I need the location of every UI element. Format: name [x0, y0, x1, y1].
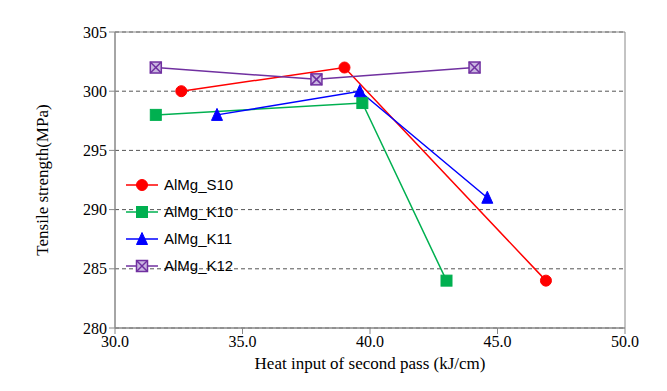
svg-text:300: 300	[83, 83, 107, 100]
svg-text:50.0: 50.0	[611, 333, 639, 350]
svg-text:45.0: 45.0	[484, 333, 512, 350]
svg-text:Tensile strength(MPa): Tensile strength(MPa)	[33, 104, 52, 255]
svg-text:30.0: 30.0	[101, 333, 129, 351]
svg-text:290: 290	[83, 201, 107, 218]
html-text:AlMg_K11: AlMg_K11	[164, 230, 233, 247]
svg-text:40.0: 40.0	[356, 333, 384, 350]
svg-text:Heat input of second pass (kJ/: Heat input of second pass (kJ/cm)	[255, 354, 486, 373]
html-text:AlMg_K12: AlMg_K12	[164, 257, 234, 274]
html-text:AlMg_S10: AlMg_S10	[164, 176, 234, 193]
svg-text:285: 285	[83, 260, 107, 277]
svg-text:295: 295	[83, 142, 107, 159]
html-text:AlMg_K10: AlMg_K10	[164, 203, 234, 220]
svg-text:280: 280	[83, 320, 107, 337]
svg-text:35.0: 35.0	[229, 333, 257, 350]
svg-text:305: 305	[83, 24, 107, 41]
